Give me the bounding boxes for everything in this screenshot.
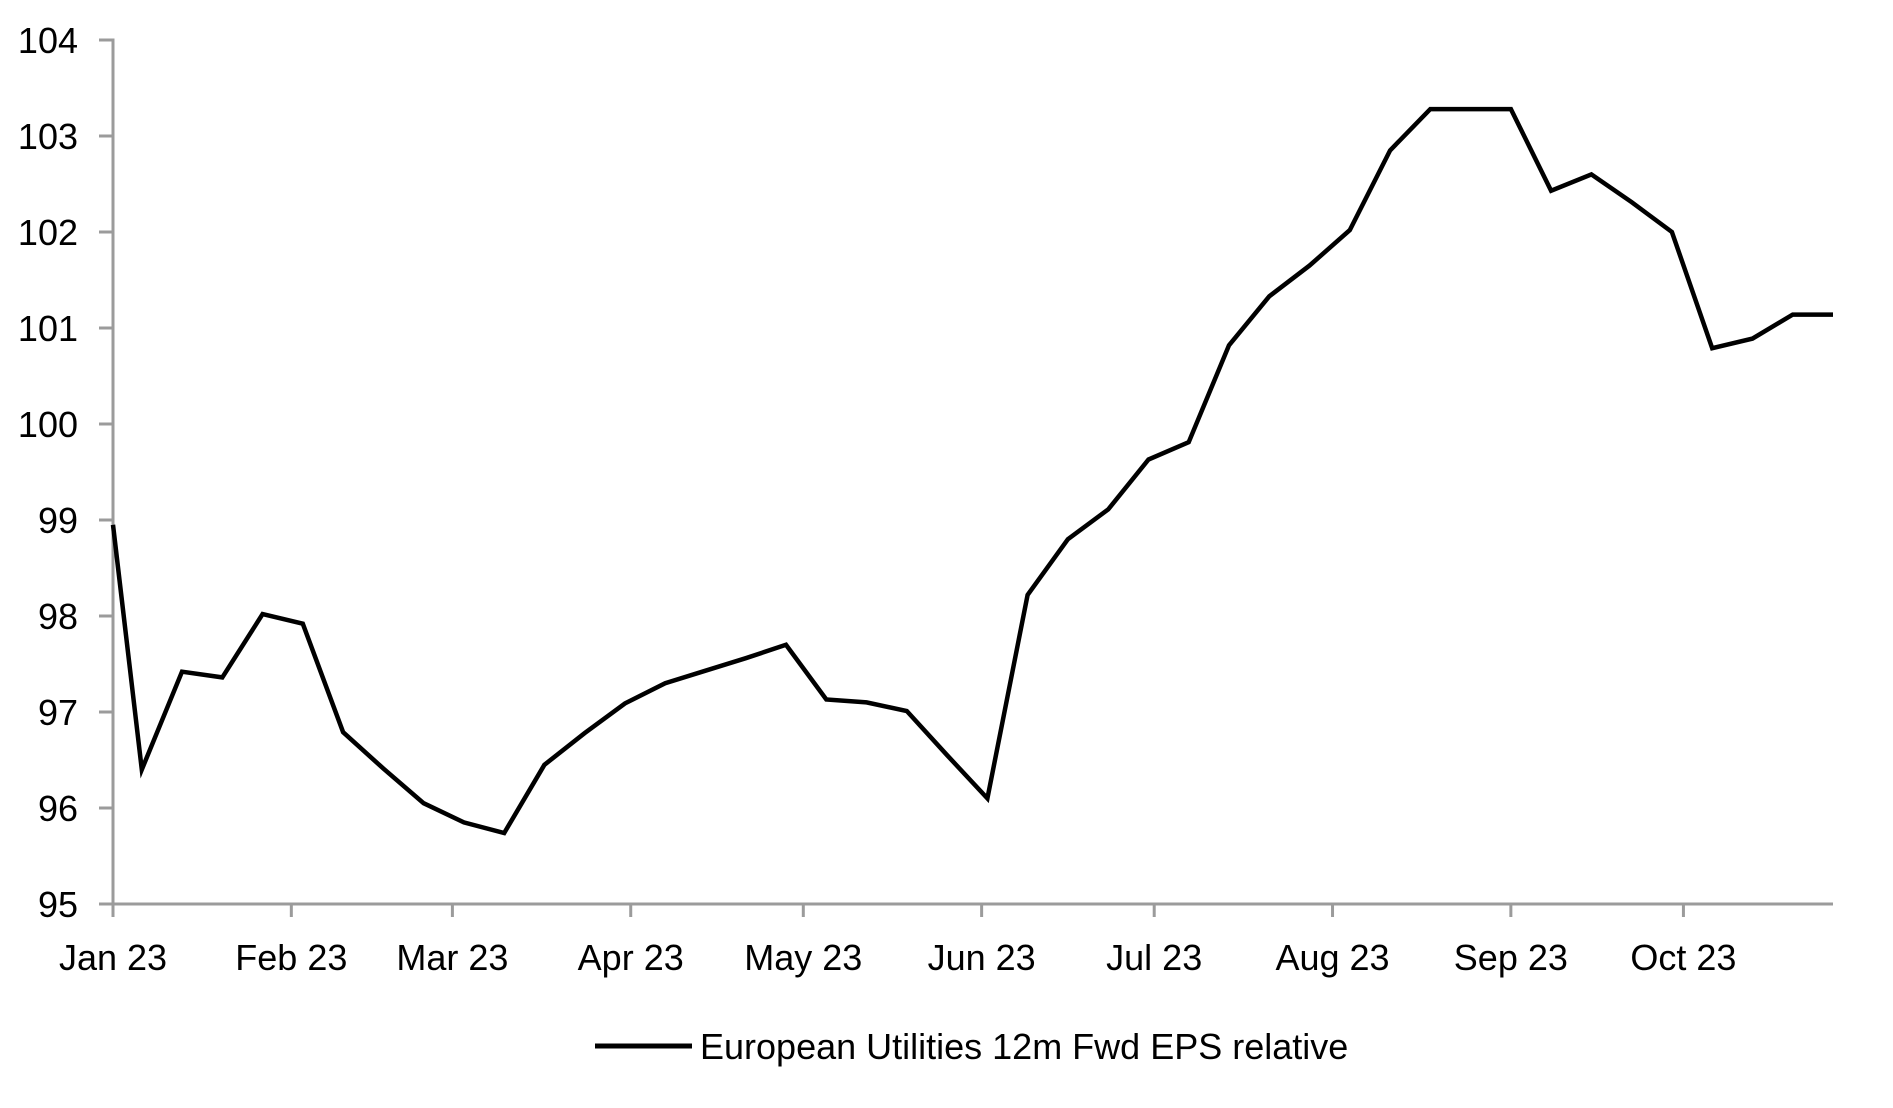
- x-tick-label: Apr 23: [578, 937, 684, 978]
- legend: European Utilities 12m Fwd EPS relative: [595, 1026, 1348, 1067]
- y-tick-label: 103: [18, 116, 78, 157]
- x-axis-labels: Jan 23 Feb 23 Mar 23 Apr 23 May 23 Jun 23 Jul …: [59, 937, 1737, 978]
- x-tick-label: Oct 23: [1630, 937, 1736, 978]
- x-tick-label: Jul 23: [1106, 937, 1202, 978]
- y-tick-label: 99: [38, 500, 78, 541]
- y-tick-label: 102: [18, 212, 78, 253]
- eps-relative-series-line: [110, 106, 1833, 836]
- y-tick-label: 104: [18, 20, 78, 61]
- x-tick-label: Sep 23: [1454, 937, 1568, 978]
- x-axis-ticks: [111, 904, 1685, 917]
- y-axis-labels: 95 96 97 98 99 100 101 102 103 104: [18, 20, 78, 925]
- y-tick-label: 95: [38, 884, 78, 925]
- x-tick-label: Jan 23: [59, 937, 167, 978]
- x-tick-label: Aug 23: [1275, 937, 1389, 978]
- y-tick-label: 97: [38, 692, 78, 733]
- legend-label: European Utilities 12m Fwd EPS relative: [700, 1026, 1348, 1067]
- x-tick-label: Feb 23: [235, 937, 347, 978]
- y-tick-label: 101: [18, 308, 78, 349]
- y-tick-label: 98: [38, 596, 78, 637]
- x-tick-label: Mar 23: [396, 937, 508, 978]
- x-tick-label: Jun 23: [928, 937, 1036, 978]
- y-tick-label: 96: [38, 788, 78, 829]
- y-tick-label: 100: [18, 404, 78, 445]
- y-axis-ticks: [99, 38, 113, 906]
- x-tick-label: May 23: [744, 937, 862, 978]
